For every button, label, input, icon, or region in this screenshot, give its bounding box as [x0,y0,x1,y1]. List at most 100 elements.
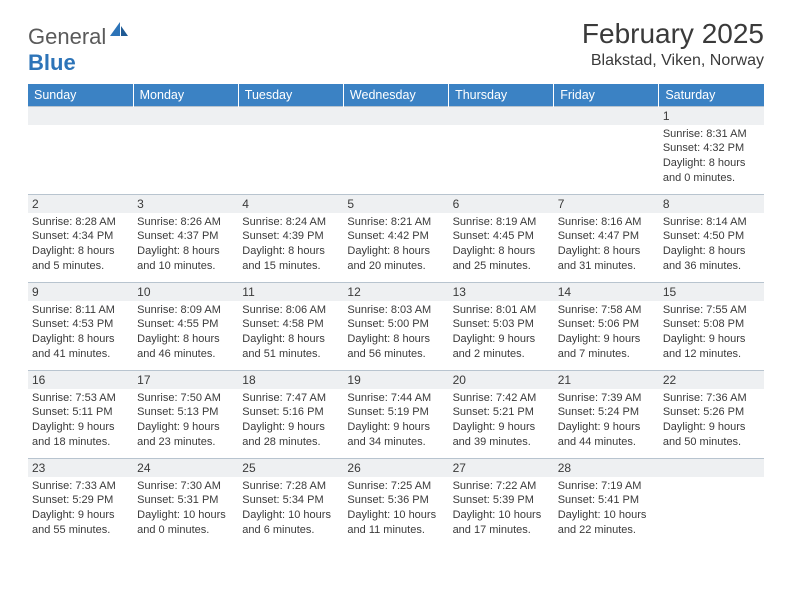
day-number-cell [449,107,554,125]
sunset-text: Sunset: 5:31 PM [137,493,234,508]
sunrise-text: Sunrise: 8:11 AM [32,303,129,318]
sunrise-text: Sunrise: 8:26 AM [137,215,234,230]
day-content-cell: Sunrise: 7:55 AMSunset: 5:08 PMDaylight:… [659,301,764,371]
daylight-text: and 41 minutes. [32,347,129,362]
day-content-cell: Sunrise: 8:19 AMSunset: 4:45 PMDaylight:… [449,213,554,283]
daylight-text: Daylight: 10 hours [242,508,339,523]
location: Blakstad, Viken, Norway [582,52,764,70]
sunset-text: Sunset: 5:29 PM [32,493,129,508]
day-content-row: Sunrise: 8:11 AMSunset: 4:53 PMDaylight:… [28,301,764,371]
daylight-text: and 46 minutes. [137,347,234,362]
day-number-cell: 4 [238,195,343,213]
sunset-text: Sunset: 5:39 PM [453,493,550,508]
daylight-text: and 5 minutes. [32,259,129,274]
daylight-text: Daylight: 8 hours [347,332,444,347]
day-content-cell: Sunrise: 7:50 AMSunset: 5:13 PMDaylight:… [133,389,238,459]
day-content-cell: Sunrise: 7:58 AMSunset: 5:06 PMDaylight:… [554,301,659,371]
daylight-text: and 51 minutes. [242,347,339,362]
day-number-cell: 14 [554,283,659,301]
day-number-cell: 12 [343,283,448,301]
day-content-cell: Sunrise: 8:06 AMSunset: 4:58 PMDaylight:… [238,301,343,371]
weekday-header: Monday [133,84,238,107]
daylight-text: Daylight: 9 hours [663,332,760,347]
logo: GeneralBlue [28,24,130,76]
day-content-cell [28,125,133,195]
day-content-row: Sunrise: 8:28 AMSunset: 4:34 PMDaylight:… [28,213,764,283]
day-content-cell: Sunrise: 8:26 AMSunset: 4:37 PMDaylight:… [133,213,238,283]
sunrise-text: Sunrise: 8:01 AM [453,303,550,318]
sunset-text: Sunset: 5:00 PM [347,317,444,332]
daylight-text: Daylight: 9 hours [137,420,234,435]
day-content-cell: Sunrise: 8:16 AMSunset: 4:47 PMDaylight:… [554,213,659,283]
sunrise-text: Sunrise: 8:09 AM [137,303,234,318]
sunset-text: Sunset: 5:36 PM [347,493,444,508]
day-content-cell: Sunrise: 7:44 AMSunset: 5:19 PMDaylight:… [343,389,448,459]
daylight-text: Daylight: 8 hours [558,244,655,259]
day-content-row: Sunrise: 7:33 AMSunset: 5:29 PMDaylight:… [28,477,764,547]
sunset-text: Sunset: 5:26 PM [663,405,760,420]
day-content-cell [238,125,343,195]
logo-text: GeneralBlue [28,24,130,76]
day-number-cell: 17 [133,371,238,389]
sunset-text: Sunset: 5:24 PM [558,405,655,420]
daylight-text: Daylight: 8 hours [137,332,234,347]
day-number-cell: 20 [449,371,554,389]
day-number-row: 16171819202122 [28,371,764,389]
sunset-text: Sunset: 5:08 PM [663,317,760,332]
day-number-cell: 23 [28,459,133,477]
day-content-cell: Sunrise: 8:21 AMSunset: 4:42 PMDaylight:… [343,213,448,283]
daylight-text: and 31 minutes. [558,259,655,274]
sunset-text: Sunset: 4:45 PM [453,229,550,244]
header: GeneralBlue February 2025 Blakstad, Vike… [28,18,764,76]
sunset-text: Sunset: 5:03 PM [453,317,550,332]
sunrise-text: Sunrise: 7:22 AM [453,479,550,494]
daylight-text: Daylight: 9 hours [453,420,550,435]
day-number-cell: 9 [28,283,133,301]
day-content-row: Sunrise: 7:53 AMSunset: 5:11 PMDaylight:… [28,389,764,459]
day-number-row: 232425262728 [28,459,764,477]
day-number-cell: 21 [554,371,659,389]
sunrise-text: Sunrise: 8:19 AM [453,215,550,230]
day-content-cell: Sunrise: 7:22 AMSunset: 5:39 PMDaylight:… [449,477,554,547]
sunrise-text: Sunrise: 8:21 AM [347,215,444,230]
day-number-cell: 24 [133,459,238,477]
daylight-text: and 28 minutes. [242,435,339,450]
daylight-text: and 0 minutes. [137,523,234,538]
month-title: February 2025 [582,18,764,50]
day-number-cell: 2 [28,195,133,213]
day-content-cell: Sunrise: 7:19 AMSunset: 5:41 PMDaylight:… [554,477,659,547]
sunrise-text: Sunrise: 7:55 AM [663,303,760,318]
daylight-text: and 56 minutes. [347,347,444,362]
day-content-cell [343,125,448,195]
daylight-text: and 18 minutes. [32,435,129,450]
daylight-text: and 23 minutes. [137,435,234,450]
day-number-cell [238,107,343,125]
sunset-text: Sunset: 4:58 PM [242,317,339,332]
sunrise-text: Sunrise: 7:44 AM [347,391,444,406]
sunrise-text: Sunrise: 8:24 AM [242,215,339,230]
day-number-cell [28,107,133,125]
daylight-text: Daylight: 9 hours [453,332,550,347]
daylight-text: Daylight: 8 hours [663,244,760,259]
day-number-cell: 8 [659,195,764,213]
day-number-cell: 3 [133,195,238,213]
daylight-text: and 11 minutes. [347,523,444,538]
day-content-cell [554,125,659,195]
sail-icon [108,18,130,36]
sunset-text: Sunset: 4:37 PM [137,229,234,244]
sunrise-text: Sunrise: 7:30 AM [137,479,234,494]
sunset-text: Sunset: 4:55 PM [137,317,234,332]
sunrise-text: Sunrise: 7:36 AM [663,391,760,406]
day-content-row: Sunrise: 8:31 AMSunset: 4:32 PMDaylight:… [28,125,764,195]
sunrise-text: Sunrise: 7:42 AM [453,391,550,406]
daylight-text: Daylight: 8 hours [347,244,444,259]
day-content-cell [449,125,554,195]
sunset-text: Sunset: 4:34 PM [32,229,129,244]
day-number-cell: 13 [449,283,554,301]
sunset-text: Sunset: 4:39 PM [242,229,339,244]
day-number-cell: 26 [343,459,448,477]
daylight-text: and 44 minutes. [558,435,655,450]
sunrise-text: Sunrise: 7:50 AM [137,391,234,406]
sunset-text: Sunset: 5:16 PM [242,405,339,420]
weekday-header: Tuesday [238,84,343,107]
